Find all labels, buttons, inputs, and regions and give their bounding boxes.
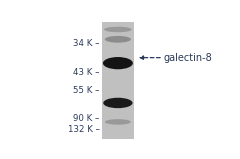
- Ellipse shape: [104, 27, 132, 32]
- Bar: [102, 21, 134, 139]
- Text: 43 K –: 43 K –: [73, 68, 100, 77]
- Text: 90 K –: 90 K –: [73, 114, 100, 123]
- Ellipse shape: [103, 98, 132, 108]
- Ellipse shape: [105, 36, 131, 43]
- Text: 34 K –: 34 K –: [73, 39, 100, 48]
- Text: 132 K –: 132 K –: [68, 125, 100, 134]
- Ellipse shape: [103, 57, 133, 69]
- Ellipse shape: [105, 119, 131, 125]
- Text: galectin-8: galectin-8: [164, 53, 213, 63]
- Text: 55 K –: 55 K –: [73, 86, 100, 95]
